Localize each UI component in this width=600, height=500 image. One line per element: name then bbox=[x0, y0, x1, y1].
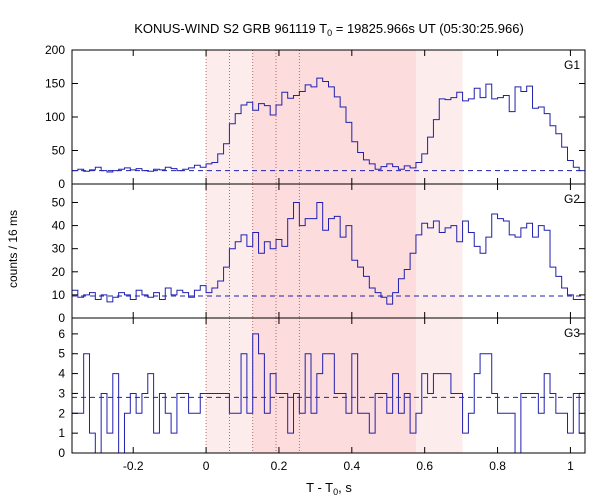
panel-label-g2: G2 bbox=[564, 192, 580, 206]
x-tick-label: 0.2 bbox=[271, 459, 288, 473]
y-tick-label: 6 bbox=[58, 327, 65, 341]
series-line-g1 bbox=[72, 77, 585, 173]
panel-label-g1: G1 bbox=[564, 58, 580, 72]
y-tick-label: 50 bbox=[52, 144, 66, 158]
y-tick-label: 150 bbox=[45, 77, 65, 91]
y-tick-label: 0 bbox=[58, 311, 65, 325]
y-tick-label: 10 bbox=[52, 288, 66, 302]
series-line-g2 bbox=[72, 201, 585, 305]
y-tick-label: 1 bbox=[58, 426, 65, 440]
y-tick-label: 50 bbox=[52, 195, 66, 209]
x-tick-label: -0.2 bbox=[123, 459, 144, 473]
y-tick-label: 0 bbox=[58, 177, 65, 191]
highlight-band-dark bbox=[252, 50, 416, 184]
panel-frame bbox=[71, 317, 586, 454]
y-tick-label: 3 bbox=[58, 386, 65, 400]
panel-g2: 0 10 20 30 40 50 G2 bbox=[52, 183, 586, 325]
y-tick-label: 5 bbox=[58, 347, 65, 361]
panel-g3: 0 1 2 3 4 5 6 G3 bbox=[58, 317, 586, 460]
x-tick-label: 0.4 bbox=[343, 459, 360, 473]
y-tick-label: 200 bbox=[45, 43, 65, 57]
y-tick-label: 4 bbox=[58, 367, 65, 381]
series-line-g3 bbox=[72, 333, 585, 454]
chart-title: KONUS-WIND S2 GRB 961119 T0 = 19825.966s… bbox=[134, 21, 524, 38]
x-tick-label: 0.8 bbox=[489, 459, 506, 473]
x-tick-label: 0.6 bbox=[416, 459, 433, 473]
panel-label-g3: G3 bbox=[564, 326, 580, 340]
highlight-band-dark bbox=[252, 184, 416, 318]
x-tick-label: 1 bbox=[567, 459, 574, 473]
y-tick-label: 0 bbox=[58, 446, 65, 460]
y-tick-label: 100 bbox=[45, 110, 65, 124]
x-tick-label: 0 bbox=[203, 459, 210, 473]
y-tick-label: 40 bbox=[52, 219, 66, 233]
y-axis-label: counts / 16 ms bbox=[6, 210, 20, 288]
panel-g1: 0 50 100 150 200 G1 bbox=[45, 43, 586, 191]
x-axis-label: T - T0, s bbox=[306, 480, 352, 497]
y-tick-label: 20 bbox=[52, 265, 66, 279]
y-tick-label: 2 bbox=[58, 406, 65, 420]
y-tick-label: 30 bbox=[52, 242, 66, 256]
